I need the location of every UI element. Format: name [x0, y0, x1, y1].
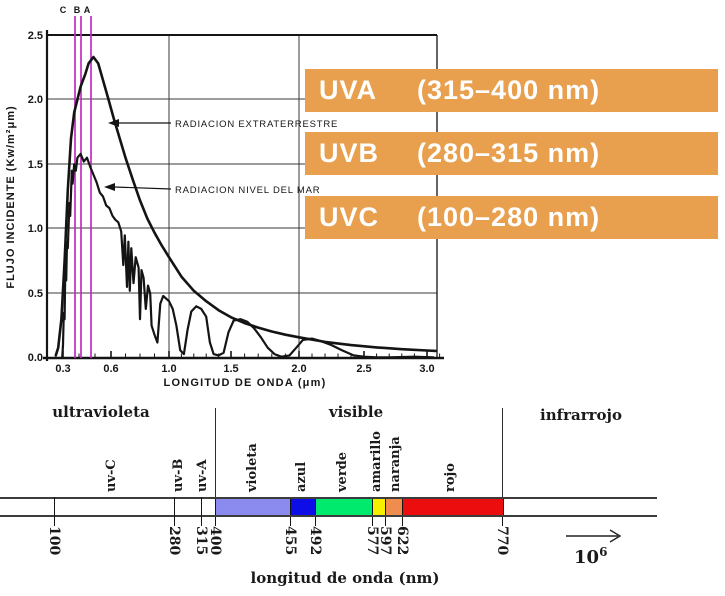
segment-amarillo — [372, 499, 386, 515]
segment-naranja — [385, 499, 403, 515]
uvc-range: (100–280 nm) — [417, 202, 601, 232]
annotation-extraterrestrial: RADIACION EXTRATERRESTRE — [108, 119, 338, 130]
y-tick: 0.5 — [28, 288, 43, 300]
uv-marker-label-a: A — [84, 5, 91, 15]
legend-box-uvb: UVB (280–315 nm) — [305, 132, 718, 175]
curve-extraterrestrial — [54, 55, 438, 357]
segment-azul — [290, 499, 316, 515]
spectrum-tick-mark — [290, 517, 291, 526]
arrowhead-extraterrestrial — [108, 119, 119, 127]
y-tick: 0.0 — [28, 352, 43, 364]
spectrum-tick-mark — [174, 517, 175, 526]
infrared-scale-arrow — [566, 529, 622, 543]
spectrum-tick-mark — [502, 517, 503, 526]
spectrum-bar — [0, 497, 657, 517]
uva-range: (315–400 nm) — [417, 75, 601, 105]
y-tick: 1.0 — [28, 223, 43, 235]
segment-verde — [315, 499, 373, 515]
scale-base: 10 — [574, 547, 600, 568]
tick-597: 597 — [377, 526, 393, 556]
y-axis-title: FLUJO INCIDENTE (Kw/m²μm) — [5, 105, 17, 288]
y-tick: 1.5 — [28, 159, 43, 171]
legend-box-uva: UVA (315–400 nm) — [305, 69, 718, 112]
uv-marker-label-c: C — [60, 5, 67, 15]
spectrum-tick-mark — [54, 517, 55, 526]
x-tick: 1.0 — [161, 363, 176, 375]
band-label-violeta: violeta — [245, 443, 260, 492]
arrowhead-right — [609, 529, 622, 543]
x-tick-labels: 0.3 0.6 1.0 1.5 2.0 2.5 3.0 — [55, 363, 434, 375]
y-tick: 2.5 — [28, 30, 43, 42]
separator-400nm — [215, 408, 216, 517]
scale-ten-to-six: 106 — [574, 545, 607, 568]
tick-492: 492 — [307, 526, 323, 556]
uvc-label: UVC — [319, 202, 380, 232]
spectrum-tick-mark — [174, 497, 175, 517]
uv-marker-labels: C B A — [60, 5, 91, 15]
solar-irradiance-chart: C B A RADIACION EXTRATERRESTRE RADIACION… — [0, 0, 460, 405]
tick-455: 455 — [282, 526, 298, 556]
spectrum-axis-label: longitud de onda (nm) — [250, 569, 440, 587]
spectrum-tick-mark — [201, 517, 202, 526]
uvb-range: (280–315 nm) — [417, 138, 601, 168]
band-label-naranja: naranja — [388, 436, 403, 492]
x-tick: 2.0 — [291, 363, 306, 375]
region-infrarrojo: infrarrojo — [540, 406, 622, 424]
segment-rojo — [402, 499, 504, 515]
tick-622: 622 — [394, 526, 410, 556]
uv-marker-label-b: B — [74, 5, 81, 15]
y-tick: 2.0 — [28, 94, 43, 106]
spectrum-tick-mark — [315, 517, 316, 526]
legend-box-uvc: UVC (100–280 nm) — [305, 196, 718, 239]
band-label-uva: uv-A — [195, 459, 210, 493]
band-label-verde: verde — [335, 451, 350, 492]
uva-label: UVA — [319, 75, 378, 105]
chart-svg: C B A RADIACION EXTRATERRESTRE RADIACION… — [5, 5, 444, 389]
separator-770nm — [502, 408, 503, 517]
label-sea-level: RADIACION NIVEL DEL MAR — [175, 185, 320, 196]
annotation-sea-level: RADIACION NIVEL DEL MAR — [104, 183, 320, 196]
tick-400: 400 — [207, 526, 223, 556]
band-label-uvc: uv-C — [104, 459, 119, 492]
tick-100: 100 — [46, 526, 62, 556]
band-label-amarillo: amarillo — [369, 431, 384, 492]
curve-sea-level — [61, 152, 435, 360]
scale-exponent: 6 — [599, 545, 608, 559]
tick-280: 280 — [166, 526, 182, 556]
band-label-azul: azul — [294, 461, 309, 492]
x-tick: 0.3 — [55, 363, 70, 375]
tick-770: 770 — [494, 526, 510, 556]
uvb-label: UVB — [319, 138, 380, 168]
band-label-rojo: rojo — [443, 463, 458, 492]
x-tick: 3.0 — [419, 363, 434, 375]
spectrum-tick-mark — [215, 517, 216, 526]
x-tick: 0.6 — [103, 363, 118, 375]
arrowhead-sea-level — [104, 183, 115, 191]
spectrum-tick-mark — [201, 497, 202, 517]
region-visible: visible — [328, 403, 384, 421]
spectrum-tick-mark — [372, 517, 373, 526]
spectrum-tick-mark — [385, 517, 386, 526]
spectrum-tick-mark — [402, 517, 403, 526]
x-axis-title: LONGITUD DE ONDA (μm) — [164, 377, 327, 389]
segment-violeta — [215, 499, 291, 515]
uv-boundary-lines — [74, 16, 92, 358]
y-tick-labels: 2.5 2.0 1.5 1.0 0.5 0.0 — [28, 30, 43, 364]
spectrum-tick-mark — [54, 497, 55, 517]
x-tick: 1.5 — [223, 363, 238, 375]
x-tick: 2.5 — [356, 363, 371, 375]
band-label-uvb: uv-B — [171, 458, 186, 492]
region-ultravioleta: ultravioleta — [52, 403, 150, 421]
label-extraterrestrial: RADIACION EXTRATERRESTRE — [175, 119, 338, 130]
